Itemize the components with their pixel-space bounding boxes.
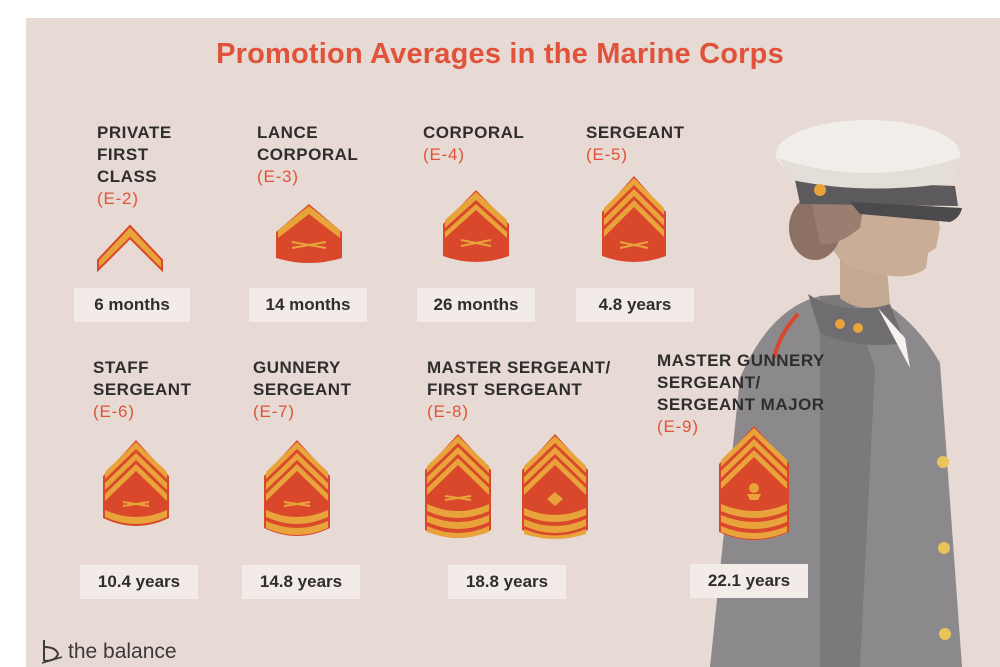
- rank-grade-e2: (E-2): [97, 189, 139, 208]
- brand-logo: the balance: [40, 638, 177, 666]
- rank-label-e4: CORPORAL (E-4): [423, 123, 525, 164]
- time-value-e5: 4.8 years: [576, 288, 694, 322]
- page-title: Promotion Averages in the Marine Corps: [216, 38, 784, 70]
- time-value-e9: 22.1 years: [690, 564, 808, 598]
- time-value-e3: 14 months: [249, 288, 367, 322]
- rank-label-e6: STAFF SERGEANT (E-6): [93, 358, 192, 421]
- the-balance-logo-icon: [41, 640, 63, 664]
- time-value-e7: 14.8 years: [242, 565, 360, 599]
- rank-grade-e3: (E-3): [257, 167, 299, 186]
- rank-label-e2: PRIVATE FIRST CLASS (E-2): [97, 123, 172, 208]
- sergeant-chevron-icon: [602, 176, 666, 262]
- lance-corporal-chevron-icon: [276, 204, 342, 263]
- time-value-e8: 18.8 years: [448, 565, 566, 599]
- rank-grade-e6: (E-6): [93, 402, 135, 421]
- rank-grade-e4: (E-4): [423, 145, 465, 164]
- staff-sergeant-chevron-icon: [103, 440, 169, 526]
- rank-grade-e7: (E-7): [253, 402, 295, 421]
- brand-name: the balance: [68, 640, 177, 663]
- time-value-e4: 26 months: [417, 288, 535, 322]
- gunnery-sergeant-chevron-icon: [264, 440, 330, 536]
- master-sergeant-chevron-icon: [425, 434, 491, 538]
- rank-label-e8: MASTER SERGEANT/FIRST SERGEANT (E-8): [427, 358, 611, 421]
- time-value-e6: 10.4 years: [80, 565, 198, 599]
- time-value-e2: 6 months: [74, 288, 190, 322]
- first-sergeant-chevron-icon: [522, 434, 588, 539]
- rank-label-e5: SERGEANT (E-5): [586, 123, 685, 164]
- rank-grade-e9: (E-9): [657, 417, 699, 436]
- sergeant-major-chevron-icon: [719, 426, 789, 540]
- pfc-chevron-icon: [97, 224, 163, 272]
- rank-grade-e8: (E-8): [427, 402, 469, 421]
- rank-label-e9: MASTER GUNNERY SERGEANT/SERGEANT MAJOR (E…: [657, 351, 825, 436]
- rank-label-e3: LANCE CORPORAL (E-3): [257, 123, 359, 186]
- rank-grade-e5: (E-5): [586, 145, 628, 164]
- corporal-chevron-icon: [443, 190, 509, 262]
- rank-label-e7: GUNNERY SERGEANT (E-7): [253, 358, 352, 421]
